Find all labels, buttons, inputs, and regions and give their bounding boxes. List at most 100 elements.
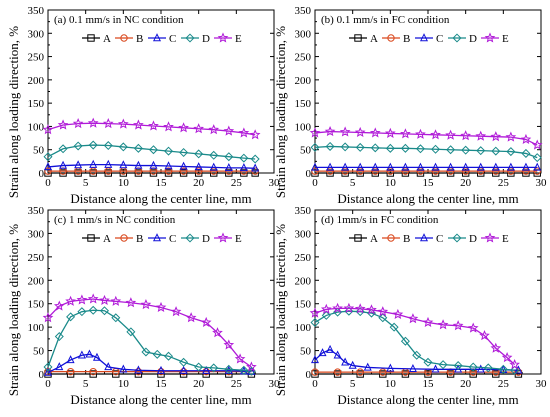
series-line-C: [47, 163, 256, 169]
point-B: [44, 167, 52, 175]
y-tick-label: 350: [295, 5, 312, 17]
x-tick-label: 5: [350, 177, 356, 189]
point-D: [224, 364, 234, 374]
point-E: [385, 127, 396, 138]
point-C: [89, 159, 98, 168]
point-D: [99, 306, 110, 316]
point-C: [119, 160, 128, 169]
legend-marker-A: [354, 234, 362, 242]
point-E: [460, 130, 471, 141]
point-E: [490, 131, 502, 142]
legend-marker-A: [87, 34, 95, 42]
point-E: [212, 327, 223, 338]
point-C: [326, 162, 335, 171]
point-C: [461, 162, 470, 171]
point-C: [104, 362, 113, 371]
point-C: [119, 364, 128, 373]
point-D: [152, 349, 162, 359]
x-tick-label: 0: [45, 378, 51, 390]
point-E: [125, 297, 137, 308]
point-E: [133, 119, 144, 130]
point-D: [310, 142, 320, 152]
y-tick-label: 100: [295, 322, 312, 334]
point-A: [401, 370, 410, 378]
point-E: [87, 293, 99, 304]
point-D: [378, 313, 388, 323]
y-tick-label: 150: [28, 98, 45, 110]
point-A: [89, 169, 97, 177]
point-E: [332, 302, 343, 313]
point-C: [476, 162, 485, 171]
legend-marker-D: [185, 233, 195, 243]
x-tick-label: 5: [350, 378, 356, 390]
point-D: [133, 143, 143, 153]
point-E: [42, 124, 54, 135]
point-E: [72, 118, 84, 129]
point-C: [386, 363, 395, 372]
point-D: [194, 362, 204, 372]
panels: 0 5 10 15 20 25 30050100150200250300350Distanc…: [28, 5, 548, 407]
point-A: [311, 370, 319, 378]
point-C: [164, 161, 173, 170]
point-A: [134, 169, 143, 177]
legend-label-D: D: [469, 33, 477, 45]
series-line-D: [47, 144, 256, 160]
x-tick-label: 30: [269, 177, 281, 189]
point-E: [193, 123, 204, 134]
point-D: [510, 365, 520, 375]
point-A: [492, 370, 500, 378]
legend-marker-C: [419, 233, 429, 242]
point-D: [54, 332, 64, 342]
point-D: [148, 145, 158, 155]
point-E: [185, 312, 197, 323]
point-E: [343, 302, 355, 313]
point-D: [77, 307, 87, 317]
x-tick-label: 20: [460, 378, 472, 390]
point-C: [431, 364, 440, 373]
point-C: [209, 162, 218, 171]
point-D: [88, 140, 98, 150]
point-A: [164, 169, 173, 177]
legend-marker-E: [217, 32, 229, 43]
point-C: [251, 163, 260, 172]
point-E: [501, 351, 513, 363]
point-E: [163, 121, 174, 132]
point-C: [149, 160, 158, 169]
point-C: [134, 160, 143, 169]
point-E: [148, 120, 159, 131]
point-C: [363, 362, 372, 371]
legend-marker-C: [152, 33, 162, 42]
point-B: [202, 367, 210, 376]
point-D: [412, 350, 422, 360]
x-tick-label: 5: [83, 177, 89, 189]
legend-label-E: E: [235, 233, 242, 245]
legend-label-C: C: [436, 233, 443, 245]
x-tick-label: 25: [498, 378, 510, 390]
point-B: [179, 167, 188, 175]
point-A: [251, 169, 259, 177]
legend-marker-A: [87, 234, 95, 242]
point-D: [325, 141, 335, 151]
point-C: [239, 163, 248, 172]
point-D: [385, 143, 395, 153]
x-tick-label: 0: [312, 378, 318, 390]
point-E: [475, 130, 487, 141]
y-tick-label: 200: [28, 75, 45, 87]
point-C: [326, 344, 335, 353]
series-line-D: [314, 145, 538, 159]
point-C: [416, 162, 425, 171]
point-D: [438, 360, 448, 370]
point-C: [194, 162, 203, 171]
point-E: [155, 301, 167, 312]
y-tick-label: 100: [295, 121, 312, 133]
point-C: [85, 349, 94, 358]
point-B: [134, 367, 143, 376]
y-tick-label: 200: [295, 275, 312, 287]
point-E: [309, 127, 321, 138]
y-tick-label: 50: [300, 145, 312, 157]
point-A: [424, 370, 432, 378]
y-tick-label: 0: [39, 369, 45, 381]
point-E: [437, 319, 449, 330]
point-E: [479, 329, 490, 341]
point-C: [156, 365, 166, 374]
